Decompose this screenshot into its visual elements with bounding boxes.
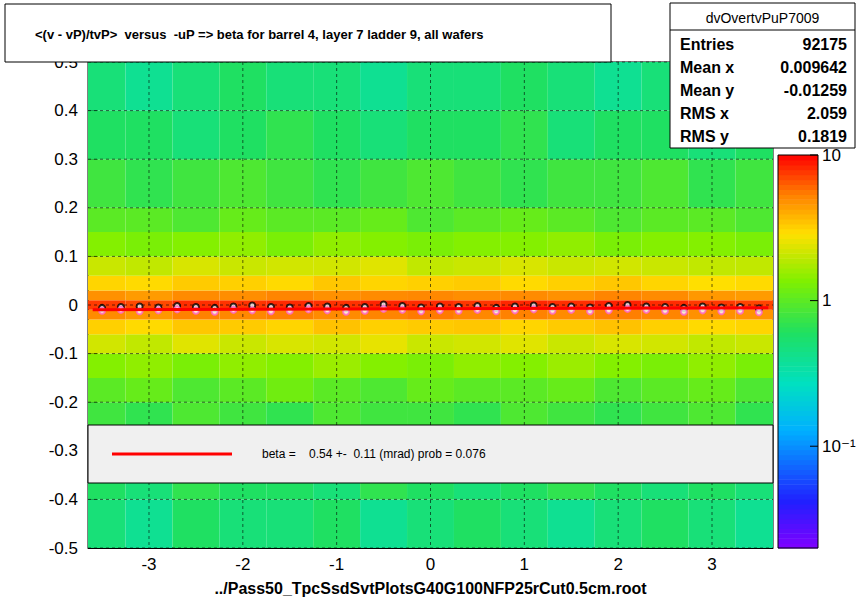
svg-text:0.1819: 0.1819	[798, 128, 847, 145]
svg-text:beta = 0.54 +- 0.11 (mrad): beta = 0.54 +- 0.11 (mrad) prob = 0.076	[262, 447, 486, 461]
svg-text:dvOvertvPuP7009: dvOvertvPuP7009	[706, 10, 820, 26]
svg-text:0.1: 0.1	[54, 247, 78, 266]
svg-text:-2: -2	[235, 555, 250, 574]
svg-text:1: 1	[520, 555, 529, 574]
svg-text:-3: -3	[141, 555, 156, 574]
svg-text:<(v - vP)/tvP> versus -uP =>: <(v - vP)/tvP> versus -uP => beta for ba…	[35, 27, 483, 42]
svg-text:-1: -1	[329, 555, 344, 574]
svg-text:0.4: 0.4	[54, 101, 78, 120]
svg-text:10⁻¹: 10⁻¹	[822, 437, 856, 456]
svg-text:1: 1	[822, 291, 831, 310]
svg-text:2.059: 2.059	[807, 105, 847, 122]
svg-text:-0.2: -0.2	[49, 393, 78, 412]
svg-text:92175: 92175	[803, 36, 848, 53]
svg-text:0: 0	[426, 555, 435, 574]
svg-text:RMS y: RMS y	[680, 128, 729, 145]
svg-text:RMS x: RMS x	[680, 105, 729, 122]
svg-text:../Pass50_TpcSsdSvtPlotsG40G10: ../Pass50_TpcSsdSvtPlotsG40G100NFP25rCut…	[214, 580, 647, 597]
svg-text:Mean x: Mean x	[680, 59, 734, 76]
svg-text:0.2: 0.2	[54, 198, 78, 217]
svg-text:0: 0	[69, 296, 78, 315]
svg-text:-0.1: -0.1	[49, 344, 78, 363]
svg-text:10: 10	[822, 145, 841, 165]
svg-text:0.009642: 0.009642	[780, 59, 847, 76]
svg-text:-0.01259: -0.01259	[784, 82, 847, 99]
svg-text:Entries: Entries	[680, 36, 734, 53]
svg-text:-0.4: -0.4	[49, 490, 78, 509]
svg-text:0.3: 0.3	[54, 150, 78, 169]
svg-text:2: 2	[613, 555, 622, 574]
svg-text:-0.5: -0.5	[49, 539, 78, 558]
svg-text:-0.3: -0.3	[49, 441, 78, 460]
svg-text:Mean y: Mean y	[680, 82, 734, 99]
svg-text:3: 3	[707, 555, 716, 574]
